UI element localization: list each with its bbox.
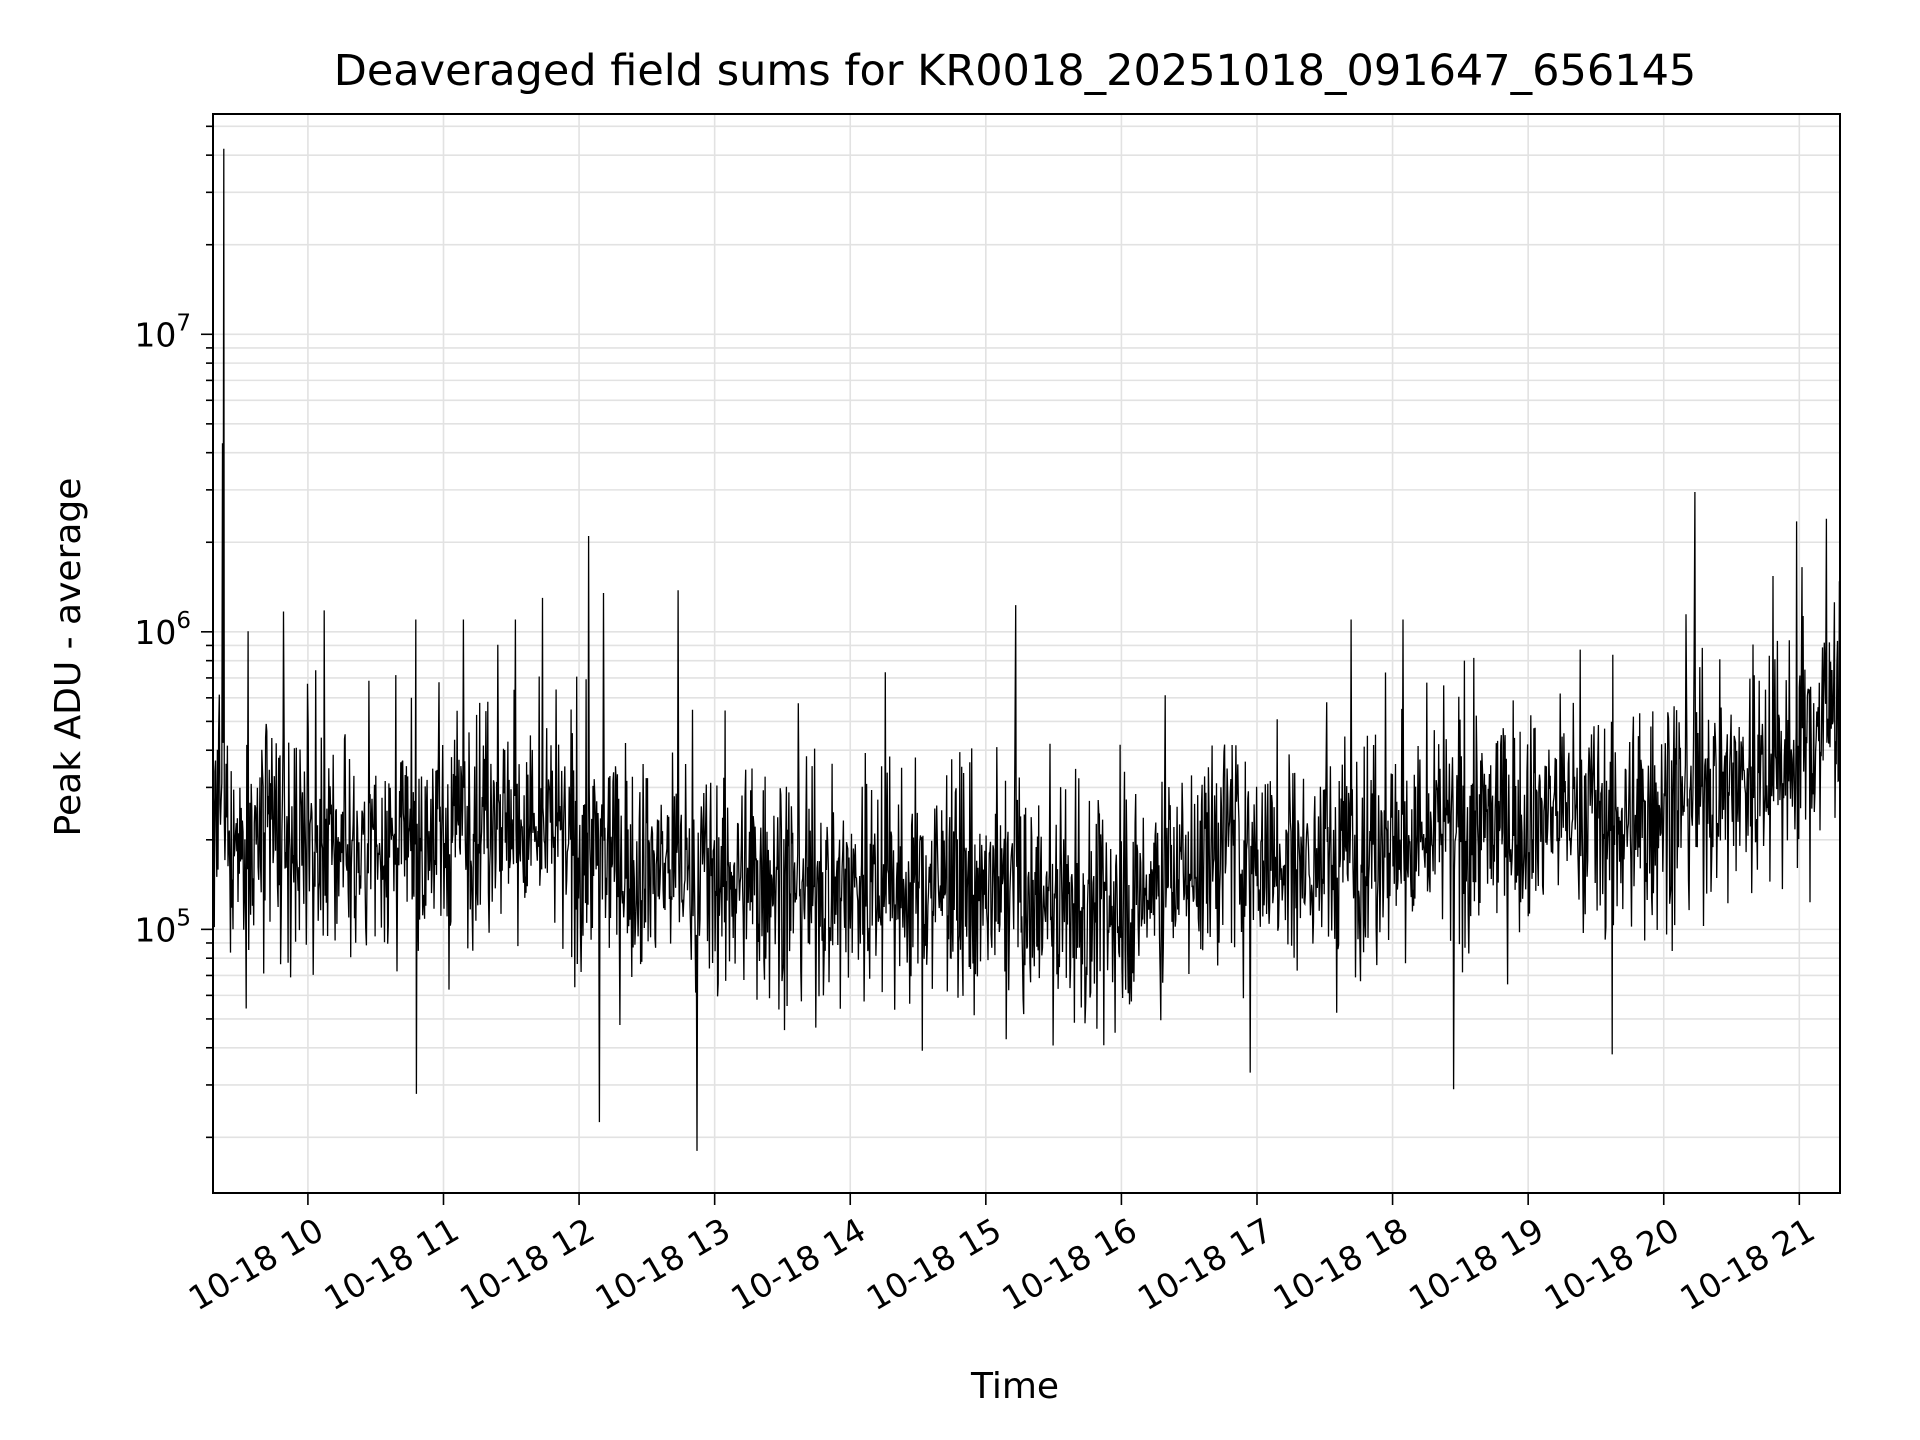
series-line-group [212, 148, 1841, 1151]
x-tick-label: 10-18 15 [860, 1210, 1008, 1318]
y-tick-label: 107 [134, 310, 191, 354]
y-axis-ticks: 105 106 107 [134, 125, 213, 1139]
plot-frame [212, 113, 1841, 1194]
x-tick-label: 10-18 12 [453, 1210, 601, 1318]
x-tick-label: 10-18 18 [1267, 1210, 1415, 1318]
x-axis-label: Time [970, 1366, 1059, 1407]
x-tick-label: 10-18 10 [182, 1210, 330, 1318]
y-tick-label: 105 [134, 905, 191, 949]
x-tick-label: 10-18 19 [1402, 1210, 1550, 1318]
series-line [212, 148, 1841, 1151]
x-tick-label: 10-18 17 [1131, 1210, 1279, 1318]
x-tick-label: 10-18 13 [589, 1210, 737, 1318]
grid [213, 114, 1840, 1193]
chart-title: Deaveraged field sums for KR0018_2025101… [334, 46, 1697, 96]
y-axis-label: Peak ADU - average [48, 478, 89, 837]
x-tick-label: 10-18 11 [317, 1210, 465, 1318]
x-tick-label: 10-18 14 [724, 1210, 872, 1318]
x-tick-label: 10-18 20 [1538, 1210, 1686, 1318]
x-tick-label: 10-18 21 [1673, 1210, 1821, 1318]
y-tick-label: 106 [134, 608, 191, 652]
x-tick-label: 10-18 16 [995, 1210, 1143, 1318]
